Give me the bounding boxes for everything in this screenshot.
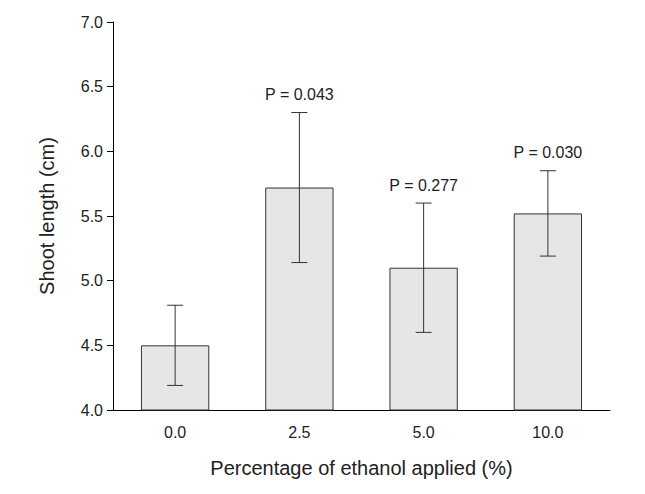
svg-text:5.0: 5.0 xyxy=(81,272,103,289)
svg-text:7.0: 7.0 xyxy=(81,14,103,31)
svg-text:2.5: 2.5 xyxy=(288,424,310,441)
svg-text:10.0: 10.0 xyxy=(532,424,563,441)
svg-text:P = 0.030: P = 0.030 xyxy=(514,144,583,161)
svg-text:P = 0.277: P = 0.277 xyxy=(389,177,458,194)
svg-text:5.5: 5.5 xyxy=(81,208,103,225)
svg-text:Shoot length (cm): Shoot length (cm) xyxy=(36,137,58,295)
svg-text:6.0: 6.0 xyxy=(81,143,103,160)
svg-text:5.0: 5.0 xyxy=(413,424,435,441)
svg-text:6.5: 6.5 xyxy=(81,78,103,95)
svg-text:0.0: 0.0 xyxy=(164,424,186,441)
svg-text:4.5: 4.5 xyxy=(81,337,103,354)
svg-text:P = 0.043: P = 0.043 xyxy=(265,86,334,103)
svg-text:Percentage of ethanol applied: Percentage of ethanol applied (%) xyxy=(210,457,512,479)
svg-text:4.0: 4.0 xyxy=(81,402,103,419)
